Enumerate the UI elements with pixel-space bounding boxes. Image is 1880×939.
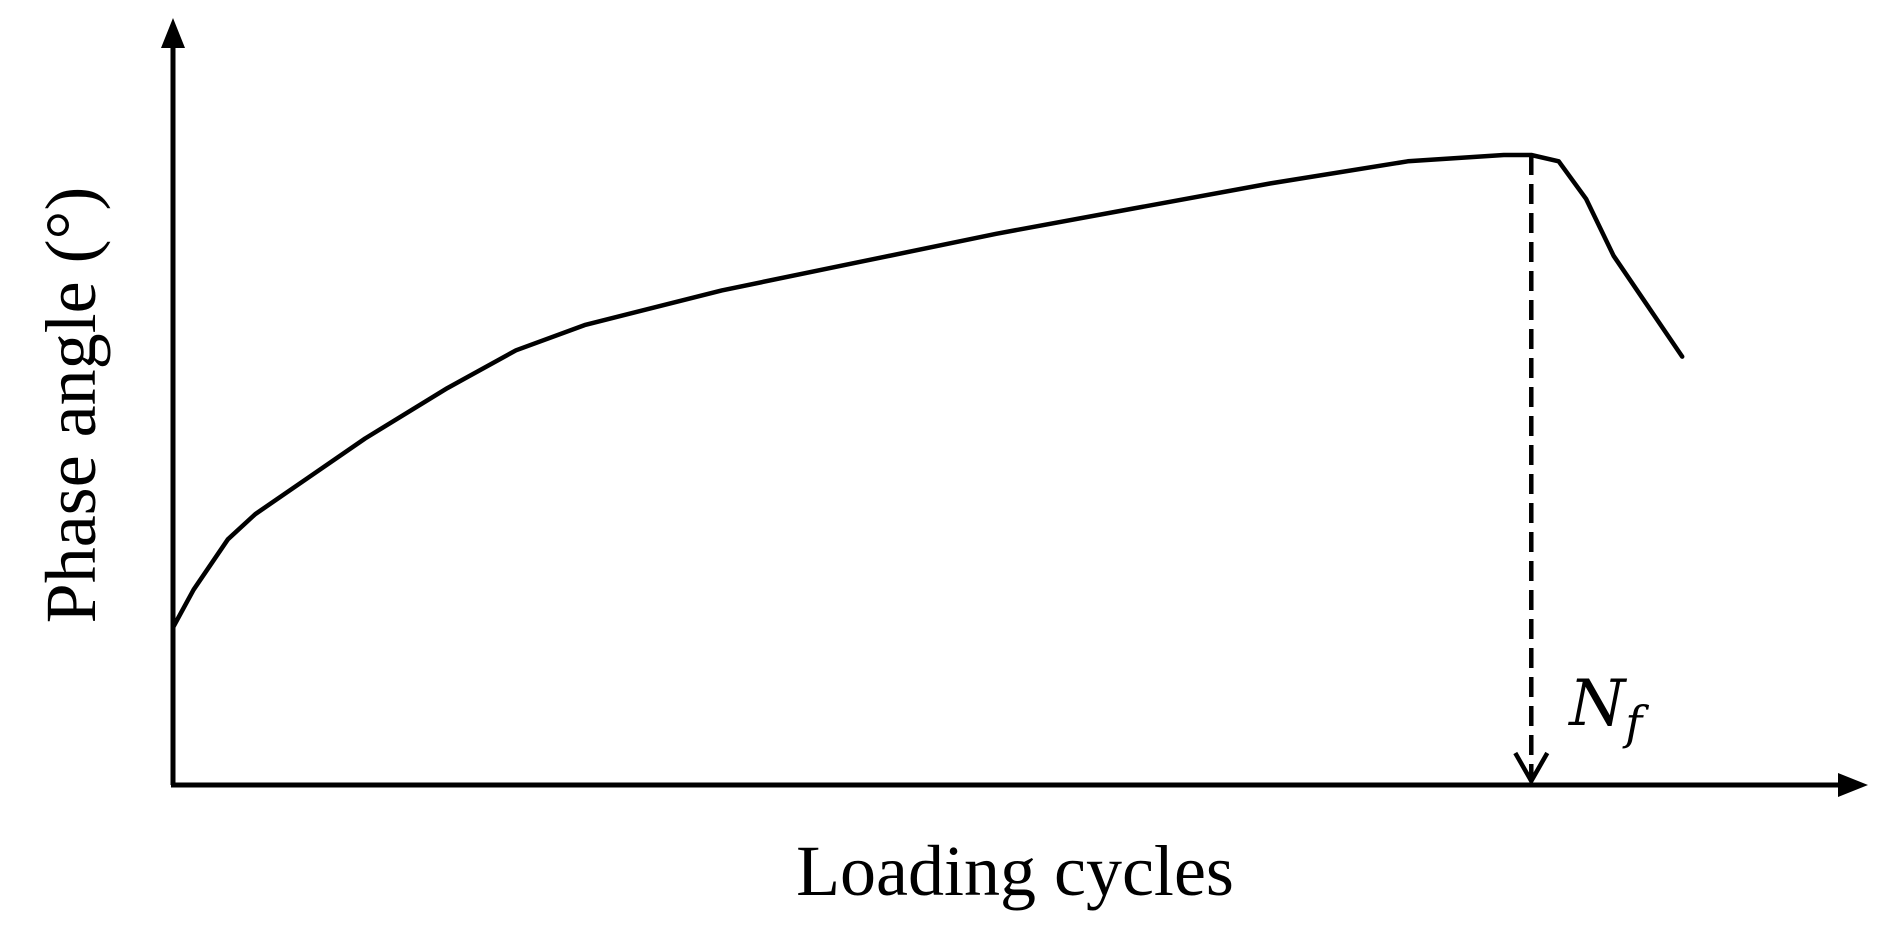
nf-label-sub: f [1622,696,1649,750]
nf-arrow-head [1513,751,1550,786]
x-axis-label: Loading cycles [796,831,1234,911]
x-axis-arrow [1838,773,1868,797]
y-axis-label: Phase angle (°) [31,187,111,624]
axes [161,18,1868,797]
series-line [170,152,1685,630]
nf-label-main: N [1567,667,1627,741]
y-axis-arrow [161,18,185,48]
nf-annotation: Nf [1513,155,1649,786]
nf-label: Nf [1567,667,1649,750]
